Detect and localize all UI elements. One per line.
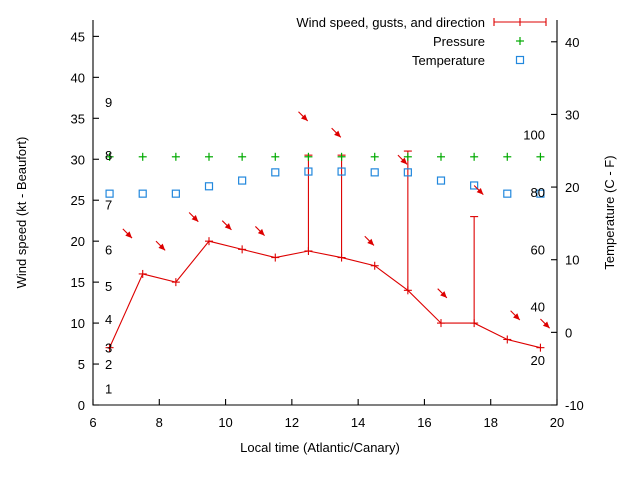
x-tick-label: 20 xyxy=(550,415,564,430)
legend-label-1: Pressure xyxy=(433,34,485,49)
wind-direction-arrowhead xyxy=(542,321,550,329)
beaufort-label: 2 xyxy=(105,357,112,372)
y-tick-label-left: 30 xyxy=(71,152,85,167)
wind-direction-arrowhead xyxy=(367,238,374,246)
y-axis-title-right: Temperature (C - F) xyxy=(602,155,617,269)
wind-direction-arrowhead xyxy=(400,157,408,165)
axis-titles: Local time (Atlantic/Canary) Wind speed (… xyxy=(14,137,617,455)
temperature-marker xyxy=(337,167,346,176)
y-tick-label-left: 20 xyxy=(71,234,85,249)
y-tick-label-left: 10 xyxy=(71,316,85,331)
temperature-marker xyxy=(304,167,313,176)
wind-direction-arrowhead xyxy=(125,231,133,239)
y-tick-label-left: 5 xyxy=(78,357,85,372)
wind-direction-arrowhead xyxy=(513,313,520,320)
y-tick-label-right: 20 xyxy=(565,180,579,195)
beaufort-label: 5 xyxy=(105,279,112,294)
beaufort-label: 4 xyxy=(105,312,112,327)
y-tick-label-left: 25 xyxy=(71,193,85,208)
temperature-marker xyxy=(238,176,247,185)
chart-legend: Wind speed, gusts, and direction Pressure… xyxy=(296,15,547,68)
y-axis-title-left: Wind speed (kt - Beaufort) xyxy=(14,137,29,289)
x-tick-label: 8 xyxy=(156,415,163,430)
temperature-marker xyxy=(536,189,545,198)
y-tick-label-left: 15 xyxy=(71,275,85,290)
wind-direction-arrowhead xyxy=(440,291,447,298)
wind-direction-arrowhead xyxy=(334,130,341,138)
temperature-marker xyxy=(271,168,280,177)
y-tick-label-right: 10 xyxy=(565,253,579,268)
plot-frame xyxy=(92,20,558,406)
y-tick-label-left: 45 xyxy=(71,29,85,44)
y-tick-label-right: -10 xyxy=(565,398,584,413)
data-layer xyxy=(105,111,551,352)
wind-direction-arrowhead xyxy=(158,243,166,251)
wind-direction-arrowhead xyxy=(224,223,232,230)
y-tick-label-left: 40 xyxy=(71,70,85,85)
y-tick-label-right: 30 xyxy=(565,107,579,122)
beaufort-label: 1 xyxy=(105,382,112,397)
y-tick-label-right: 0 xyxy=(565,325,572,340)
x-tick-label: 18 xyxy=(483,415,497,430)
wind-direction-arrowhead xyxy=(476,187,484,195)
legend-label-0: Wind speed, gusts, and direction xyxy=(296,15,485,30)
humidity-label: 20 xyxy=(531,353,545,368)
temperature-marker xyxy=(105,189,114,198)
wind-direction-arrowhead xyxy=(191,214,199,222)
temperature-marker xyxy=(204,182,214,191)
humidity-label: 40 xyxy=(531,300,545,315)
temperature-marker xyxy=(470,181,479,190)
humidity-label: 60 xyxy=(531,242,545,257)
temperature-marker xyxy=(370,168,379,177)
x-tick-label: 16 xyxy=(417,415,431,430)
beaufort-label: 3 xyxy=(105,341,112,356)
beaufort-label: 6 xyxy=(105,242,112,257)
beaufort-label: 8 xyxy=(105,148,112,163)
wind-direction-arrowhead xyxy=(300,114,308,121)
beaufort-label: 7 xyxy=(105,197,112,212)
y-tick-label-left: 0 xyxy=(78,398,85,413)
temperature-marker xyxy=(138,189,147,198)
wind-speed-line xyxy=(109,240,541,349)
temperature-marker xyxy=(436,176,446,185)
temperature-marker xyxy=(403,168,412,177)
humidity-label: 100 xyxy=(523,128,545,143)
y-tick-label-right: 40 xyxy=(565,35,579,50)
legend-label-2: Temperature xyxy=(412,53,485,68)
beaufort-label: 9 xyxy=(105,95,112,110)
x-tick-label: 10 xyxy=(218,415,232,430)
legend-marker-temperature xyxy=(515,55,525,65)
y-tick-label-left: 35 xyxy=(71,111,85,126)
wind-direction-arrowhead xyxy=(257,228,265,236)
x-axis-title: Local time (Atlantic/Canary) xyxy=(240,440,400,455)
x-tick-label: 6 xyxy=(89,415,96,430)
x-tick-label: 12 xyxy=(285,415,299,430)
x-tick-label: 14 xyxy=(351,415,365,430)
temperature-marker xyxy=(503,189,512,198)
humidity-label: 80 xyxy=(531,185,545,200)
temperature-marker xyxy=(171,189,180,198)
